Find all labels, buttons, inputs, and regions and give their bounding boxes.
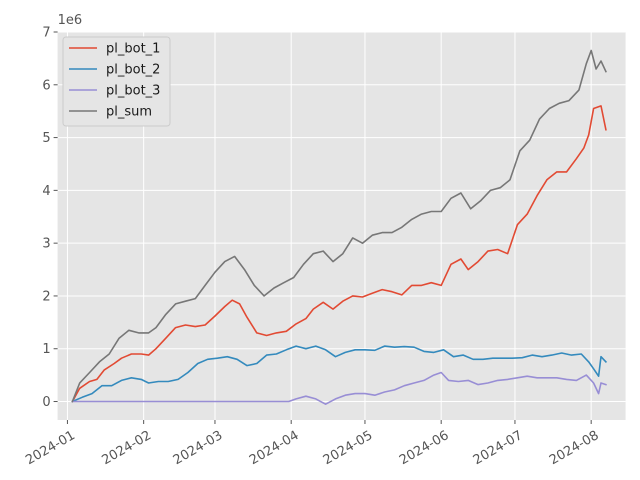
- legend: pl_bot_1 pl_bot_2 pl_bot_3 pl_sum: [62, 36, 171, 127]
- y-axis-offset-label: 1e6: [58, 13, 83, 28]
- x-tick-label: 2024-05: [321, 428, 376, 468]
- x-tick-label: 2024-03: [171, 428, 226, 468]
- y-tick-label: 0: [42, 395, 50, 410]
- y-tick-label: 1: [42, 342, 50, 357]
- y-tick-label: 3: [42, 237, 50, 252]
- legend-box: [62, 36, 171, 127]
- x-tick-label: 2024-02: [100, 428, 155, 468]
- legend-label: pl_bot_3: [106, 84, 160, 99]
- x-tick-label: 2024-06: [397, 428, 452, 468]
- series-line-pl-sum: [71, 49, 607, 403]
- legend-label: pl_bot_2: [106, 63, 160, 78]
- series-line-pl-bot-2: [71, 345, 608, 403]
- series-line-pl-bot-3: [71, 371, 607, 405]
- series-line-pl-bot-1: [71, 105, 607, 403]
- y-tick-label: 2: [42, 289, 50, 304]
- y-tick-label: 7: [42, 26, 50, 41]
- x-tick-label: 2024-07: [471, 428, 526, 468]
- y-tick-label: 6: [42, 78, 50, 93]
- y-tick-label: 5: [42, 131, 50, 146]
- y-tick-label: 4: [42, 184, 50, 199]
- x-tick-label: 2024-04: [247, 428, 302, 468]
- x-tick-label: 2024-08: [547, 428, 602, 468]
- x-tick-label: 2024-01: [23, 428, 78, 468]
- legend-label: pl_bot_1: [106, 42, 160, 57]
- legend-label: pl_sum: [106, 105, 152, 120]
